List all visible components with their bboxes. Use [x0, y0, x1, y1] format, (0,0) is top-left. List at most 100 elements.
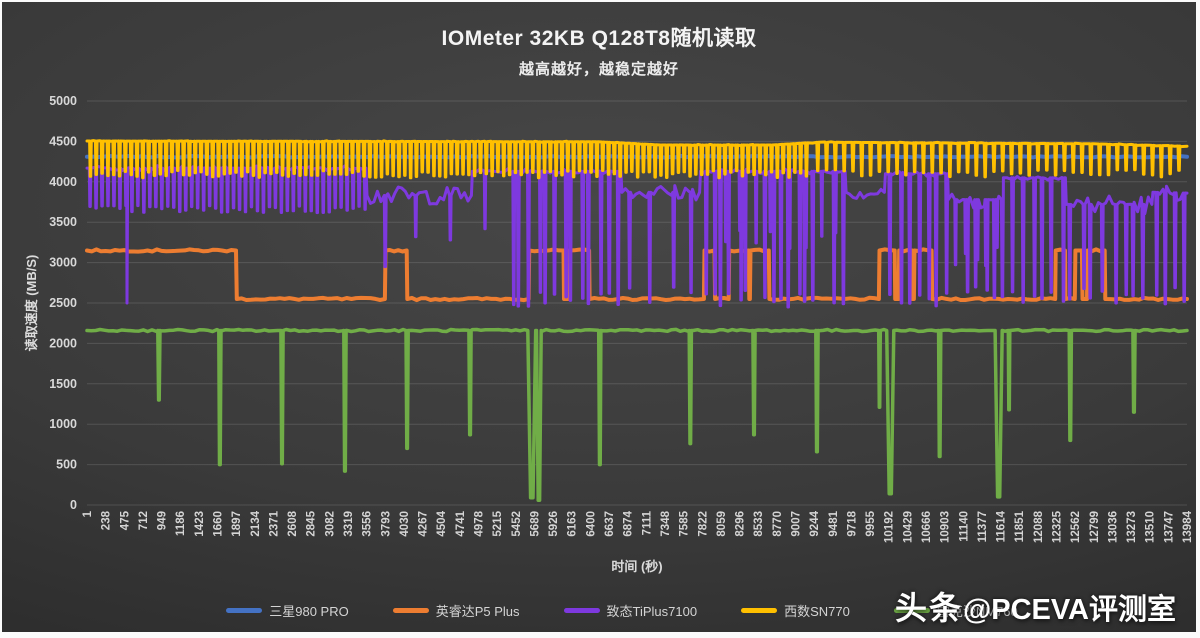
x-tick-label: 11140	[958, 511, 970, 542]
y-tick-label: 1000	[49, 417, 77, 431]
x-tick-label: 4741	[455, 510, 467, 536]
x-tick-label: 712	[138, 511, 150, 530]
x-tick-label: 3319	[343, 511, 355, 537]
y-tick-label: 5000	[49, 94, 77, 108]
x-tick-label: 2845	[306, 510, 318, 536]
x-tick-label: 8770	[772, 511, 784, 537]
y-tick-label: 0	[70, 498, 77, 512]
x-tick-label: 13984	[1182, 510, 1194, 543]
legend-label: 雷克沙NM760	[936, 604, 1018, 619]
legend-swatch	[392, 608, 429, 613]
legend-label: 三星980 PRO	[269, 604, 349, 619]
x-tick-label: 5452	[511, 511, 523, 537]
x-tick-label: 475	[119, 510, 131, 530]
x-tick-label: 12325	[1052, 510, 1064, 543]
legend-label: 英睿达P5 Plus	[435, 604, 520, 619]
x-tick-label: 2134	[250, 510, 262, 536]
y-tick-label: 3000	[49, 256, 77, 270]
x-tick-label: 6637	[604, 511, 616, 537]
y-axis-title: 读取速度 (MB/S)	[24, 255, 39, 352]
legend-label: 西数SN770	[784, 604, 850, 619]
chart-title: IOMeter 32KB Q128T8随机读取	[441, 27, 757, 50]
x-tick-label: 1660	[213, 511, 225, 537]
x-tick-label: 8059	[716, 511, 728, 537]
y-tick-label: 3500	[49, 215, 77, 229]
watermark-handle: @PCEVA评测室	[962, 594, 1176, 626]
x-tick-label: 13273	[1126, 511, 1138, 543]
x-tick-label: 7822	[697, 511, 709, 537]
series-致态TiPlus7100	[85, 164, 1189, 309]
x-tick-label: 13510	[1145, 511, 1157, 543]
x-tick-label: 10903	[940, 511, 952, 543]
x-tick-label: 7585	[679, 510, 691, 536]
x-tick-label: 12799	[1089, 511, 1101, 543]
x-tick-label: 12088	[1033, 510, 1045, 543]
plot-area: 0 500 1000 1500 2000 2500 3000 3500 4000 4500 5000…	[24, 94, 1194, 543]
x-tick-label: 13036	[1107, 511, 1119, 543]
x-tick-label: 6400	[585, 511, 597, 537]
x-tick-label: 8296	[735, 511, 747, 537]
y-tick-label: 500	[56, 458, 77, 472]
watermark: 头条@PCEVA评测室	[895, 583, 1176, 629]
x-tick-label: 9244	[809, 510, 821, 536]
series-英睿达P5 Plus	[85, 247, 1189, 303]
legend-item: 英睿达P5 Plus	[392, 601, 520, 620]
x-tick-label: 11377	[977, 511, 989, 542]
x-tick-label: 10192	[884, 511, 896, 543]
x-tick-label: 12562	[1070, 511, 1082, 543]
x-tick-label: 8533	[753, 511, 765, 537]
x-tick-label: 1423	[194, 511, 206, 537]
x-tick-label: 9955	[865, 510, 877, 536]
x-tick-label: 3556	[362, 511, 374, 537]
x-tick-label: 9718	[846, 510, 858, 536]
legend-swatch	[893, 608, 930, 613]
x-tick-label: 4504	[436, 510, 448, 536]
x-tick-label: 949	[157, 511, 169, 530]
y-tick-label: 4000	[49, 175, 77, 189]
x-tick-label: 3082	[324, 511, 336, 537]
x-tick-label: 4978	[474, 510, 486, 536]
x-tick-label: 1186	[175, 511, 187, 536]
x-tick-label: 9481	[828, 510, 840, 536]
x-tick-label: 4267	[418, 511, 430, 537]
x-tick-label: 4030	[399, 511, 411, 537]
x-tick-label: 1	[82, 510, 94, 517]
x-tick-label: 6163	[567, 511, 579, 537]
legend: 三星980 PRO 英睿达P5 Plus 致态TiPlus7100 西数SN770 雷克…	[87, 601, 1157, 620]
legend-item: 西数SN770	[741, 601, 850, 620]
x-tick-label: 9007	[791, 511, 803, 537]
watermark-brand: 头条	[894, 590, 963, 626]
x-tick-label: 5689	[530, 511, 542, 537]
x-tick-label: 10666	[921, 511, 933, 543]
y-tick-label: 2000	[49, 336, 77, 350]
x-tick-label: 13747	[1163, 511, 1175, 543]
x-tick-label: 1897	[231, 511, 243, 537]
x-tick-label: 2608	[287, 510, 299, 536]
x-tick-label: 11851	[1014, 510, 1026, 542]
series-雷克沙NM760	[85, 327, 1189, 502]
x-tick-label: 7348	[660, 510, 672, 536]
x-tick-label: 5926	[548, 511, 560, 537]
y-tick-label: 2500	[49, 296, 77, 310]
legend-label: 致态TiPlus7100	[606, 604, 698, 619]
x-tick-label: 2371	[268, 510, 280, 536]
x-tick-label: 7111	[641, 510, 653, 535]
y-tick-label: 1500	[49, 377, 77, 391]
series-西数SN770	[85, 139, 1189, 180]
legend-swatch	[226, 608, 263, 613]
legend-item: 三星980 PRO	[226, 601, 349, 620]
legend-swatch	[563, 608, 600, 613]
x-tick-label: 3793	[380, 511, 392, 537]
chart-subtitle: 越高越好，越稳定越好	[518, 61, 679, 78]
x-axis-title: 时间 (秒)	[611, 559, 663, 574]
x-tick-label: 11614	[996, 510, 1008, 542]
x-tick-label: 6874	[623, 510, 635, 536]
x-tick-label: 10429	[902, 511, 914, 543]
y-tick-label: 4500	[49, 134, 77, 148]
x-tick-label: 5215	[492, 510, 504, 536]
x-tick-label: 238	[101, 510, 113, 530]
legend-item: 雷克沙NM760	[893, 601, 1018, 620]
legend-item: 致态TiPlus7100	[563, 601, 698, 620]
